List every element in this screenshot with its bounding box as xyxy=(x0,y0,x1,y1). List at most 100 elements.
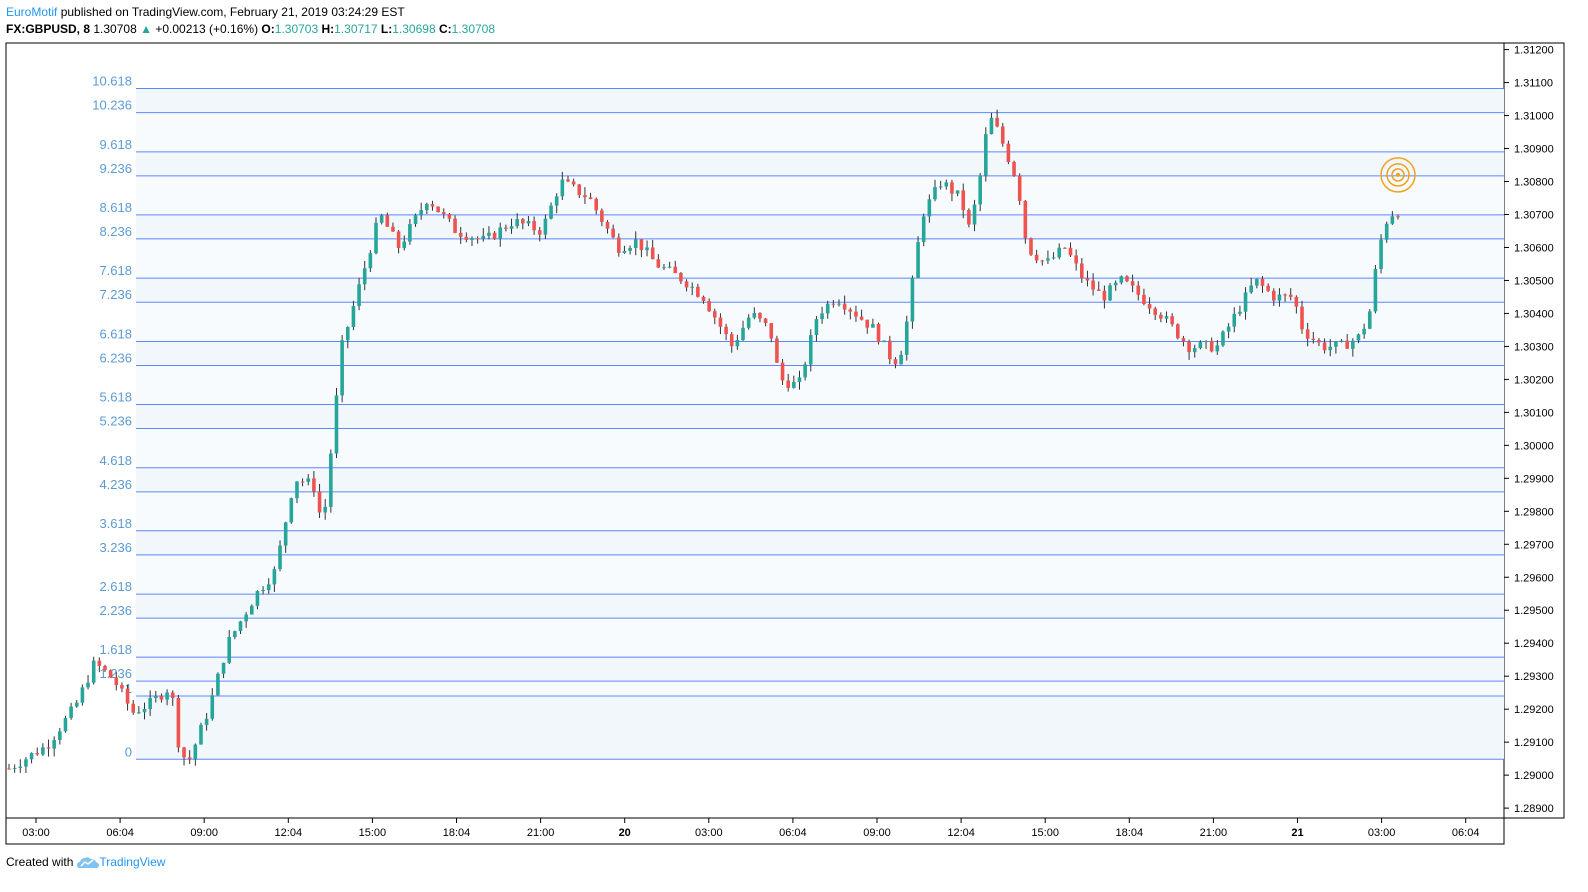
y-tick-label: 1.31100 xyxy=(1514,78,1553,90)
candle-body xyxy=(244,614,248,622)
y-tick-label: 1.30900 xyxy=(1514,144,1554,156)
candle-body xyxy=(859,316,864,320)
candle-body xyxy=(1379,239,1383,270)
candle-body xyxy=(515,219,519,227)
fib-label: 2.618 xyxy=(99,579,132,594)
candle-body xyxy=(1356,334,1361,341)
high-label: H: xyxy=(321,22,335,36)
candle-body xyxy=(707,301,711,312)
author-link[interactable]: EuroMotif xyxy=(6,5,58,19)
candle-body xyxy=(1046,258,1050,261)
candle-body xyxy=(91,660,96,683)
x-tick-label: 03:00 xyxy=(1368,827,1396,839)
candle-body xyxy=(470,238,474,240)
candle-body xyxy=(1238,311,1242,314)
fib-label: 5.618 xyxy=(99,389,132,404)
candle-body xyxy=(532,221,536,231)
y-tick-label: 1.30100 xyxy=(1514,407,1554,419)
y-tick-label: 1.30600 xyxy=(1514,242,1554,254)
candle-body xyxy=(1390,216,1395,224)
candle-body xyxy=(300,481,305,483)
fib-band xyxy=(136,175,1504,215)
y-tick-label: 1.29600 xyxy=(1514,572,1554,584)
candle-body xyxy=(554,196,559,206)
candle-body xyxy=(1317,340,1321,343)
candle-body xyxy=(402,241,407,248)
candle-body xyxy=(735,339,740,347)
price-axis-frame xyxy=(1503,42,1565,819)
candle-body xyxy=(436,206,440,213)
candle-body xyxy=(938,186,943,188)
candle-body xyxy=(628,247,632,251)
footer: Created with TradingView xyxy=(6,855,165,869)
candle-body xyxy=(306,478,311,482)
candle-body xyxy=(746,317,751,328)
fib-label: 1.236 xyxy=(99,666,132,681)
candle-body xyxy=(995,117,999,127)
candle-body xyxy=(396,231,401,248)
y-tick-label: 1.30500 xyxy=(1514,275,1554,287)
candle-body xyxy=(758,313,762,319)
fib-label: 6.236 xyxy=(99,351,132,366)
x-tick-label: 12:04 xyxy=(947,827,975,839)
fib-band xyxy=(136,404,1504,429)
candle-body xyxy=(1367,311,1372,329)
created-with-label: Created with xyxy=(6,855,74,869)
candle-body xyxy=(492,232,497,239)
candle-body xyxy=(876,324,881,343)
candle-body xyxy=(769,323,774,339)
candle-body xyxy=(842,303,847,310)
candle-body xyxy=(391,226,395,232)
tradingview-logo[interactable]: TradingView xyxy=(77,855,165,869)
candle-body xyxy=(69,706,73,718)
low-value: 1.30698 xyxy=(392,22,436,36)
candle-body xyxy=(1057,247,1062,258)
candle-body xyxy=(86,682,90,688)
fib-levels: 10.618 10.236 9.618 9.236 8.618 8.236 7.618 7.2… xyxy=(92,74,1504,760)
y-tick-label: 1.29300 xyxy=(1514,671,1554,683)
candle-body xyxy=(662,267,666,269)
candle-body xyxy=(1164,316,1169,319)
candle-body xyxy=(425,204,429,211)
candle-body xyxy=(871,324,875,328)
candle-body xyxy=(808,334,813,365)
candle-body xyxy=(814,319,819,335)
candle-body xyxy=(408,223,412,242)
candle-body xyxy=(238,621,243,632)
symbol-label: FX:GBPUSD, 8 xyxy=(6,22,91,36)
candle-body xyxy=(1136,285,1141,295)
candle-body xyxy=(650,247,655,260)
candle-body xyxy=(583,195,587,198)
candle-body xyxy=(1311,338,1316,341)
candle-body xyxy=(170,692,175,698)
price-axis: 1.31200 1.31100 1.31000 1.30900 1.30800 1.307… xyxy=(1504,45,1554,815)
candle-body xyxy=(1328,346,1333,351)
x-tick-label: 18:04 xyxy=(443,827,471,839)
candle-body xyxy=(617,237,621,253)
candle-body xyxy=(537,230,542,235)
candle-body xyxy=(249,605,254,615)
candle-body xyxy=(724,326,728,335)
fib-label: 1 xyxy=(125,681,132,696)
candle-body xyxy=(752,313,757,318)
candle-body xyxy=(453,218,457,233)
candle-body xyxy=(63,717,68,732)
candle-body xyxy=(368,253,373,269)
y-tick-label: 1.30300 xyxy=(1514,341,1554,353)
candle-body xyxy=(1175,324,1180,339)
candle-body xyxy=(1034,254,1039,261)
candle-body xyxy=(154,696,158,698)
candle-body xyxy=(131,703,136,713)
candle-body xyxy=(80,687,85,703)
candle-body xyxy=(1181,338,1186,342)
candle-body xyxy=(1277,294,1282,301)
fib-label: 10.618 xyxy=(92,74,132,89)
fib-band xyxy=(136,594,1504,619)
y-tick-label: 1.28900 xyxy=(1514,803,1554,815)
candle-body xyxy=(718,317,723,327)
candle-body xyxy=(1300,306,1304,330)
candle-body xyxy=(684,281,689,288)
candle-body xyxy=(351,306,356,327)
fib-bands xyxy=(136,88,1504,760)
